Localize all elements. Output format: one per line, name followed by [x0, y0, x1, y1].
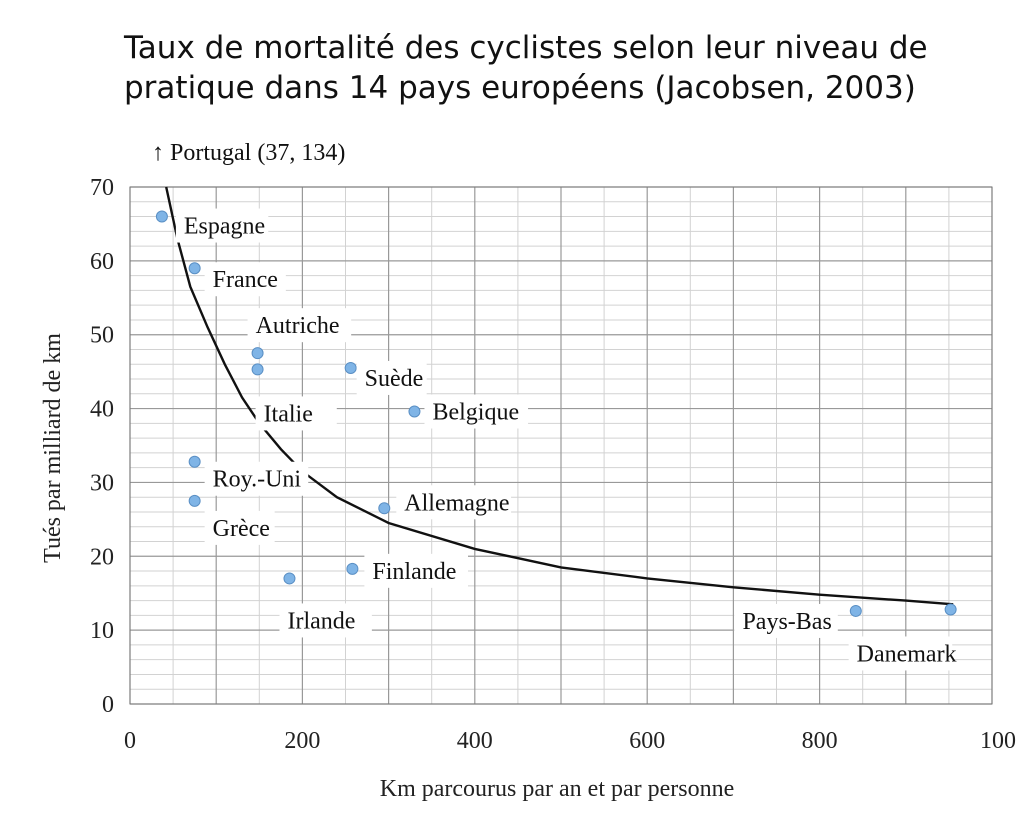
point-label: Suède — [365, 366, 424, 392]
data-point — [346, 562, 359, 575]
y-tick-label: 60 — [90, 249, 114, 275]
label-background — [356, 360, 427, 395]
point-label: Irlande — [287, 608, 355, 634]
y-tick-label: 50 — [90, 323, 114, 349]
point-label: Roy.-Uni — [213, 467, 302, 493]
point-label: Pays-Bas — [742, 609, 831, 635]
data-point — [344, 361, 357, 374]
x-axis-label: Km parcourus par an et par personne — [380, 776, 735, 802]
data-points — [155, 210, 957, 617]
y-tick-label: 0 — [102, 692, 114, 718]
y-tick-label: 10 — [90, 618, 114, 644]
data-point — [251, 347, 264, 360]
data-point — [188, 455, 201, 468]
y-axis-ticks: 0 10 20 30 40 50 60 70 — [90, 175, 114, 718]
label-background — [204, 262, 286, 297]
trend-curve — [165, 186, 954, 606]
label-background — [204, 461, 309, 496]
point-label: Espagne — [184, 214, 265, 240]
x-tick-label: 0 — [124, 728, 136, 754]
label-background — [396, 485, 512, 520]
y-axis-label: Tués par milliard de km — [40, 333, 66, 563]
point-labels: Espagne France Autriche Italie Suède Belgique… — [175, 208, 957, 671]
data-point — [188, 494, 201, 507]
data-point — [408, 405, 421, 418]
data-point — [251, 363, 264, 376]
x-tick-label: 600 — [629, 728, 665, 754]
data-point — [944, 603, 957, 616]
point-label: Allemagne — [404, 490, 509, 516]
x-axis-ticks: 0 200 400 600 800 100 — [124, 728, 1016, 754]
label-background — [204, 510, 275, 545]
y-tick-label: 40 — [90, 397, 114, 423]
data-point — [283, 572, 296, 585]
label-background — [364, 553, 468, 588]
point-label: Italie — [264, 401, 313, 427]
point-label: Grèce — [213, 516, 270, 542]
chart-title: Taux de mortalité des cyclistes selon le… — [124, 28, 984, 108]
label-background — [734, 603, 838, 638]
data-point — [378, 502, 391, 515]
point-label: Finlande — [372, 559, 456, 585]
y-tick-label: 20 — [90, 544, 114, 570]
x-tick-label: 400 — [457, 728, 493, 754]
x-tick-label: 100 — [980, 728, 1016, 754]
point-label: Danemark — [857, 641, 957, 667]
label-background — [848, 636, 953, 671]
y-tick-label: 70 — [90, 175, 114, 201]
y-tick-label: 30 — [90, 470, 114, 496]
data-point — [849, 604, 862, 617]
label-background — [247, 308, 352, 343]
data-point — [188, 262, 201, 275]
chart-title-line-1: Taux de mortalité des cyclistes selon le… — [124, 30, 928, 66]
plot-frame — [129, 186, 993, 705]
data-point — [155, 210, 168, 223]
outlier-note: ↑ Portugal (37, 134) — [152, 140, 345, 166]
label-background — [175, 208, 269, 243]
x-tick-label: 800 — [802, 728, 838, 754]
point-label: Belgique — [432, 400, 519, 426]
chart-title-line-2: pratique dans 14 pays européens (Jacobse… — [124, 70, 916, 106]
point-label: France — [213, 267, 278, 293]
label-background — [424, 394, 529, 429]
x-tick-label: 200 — [284, 728, 320, 754]
point-label: Autriche — [256, 313, 340, 339]
label-background — [279, 603, 372, 638]
label-background — [255, 396, 337, 431]
